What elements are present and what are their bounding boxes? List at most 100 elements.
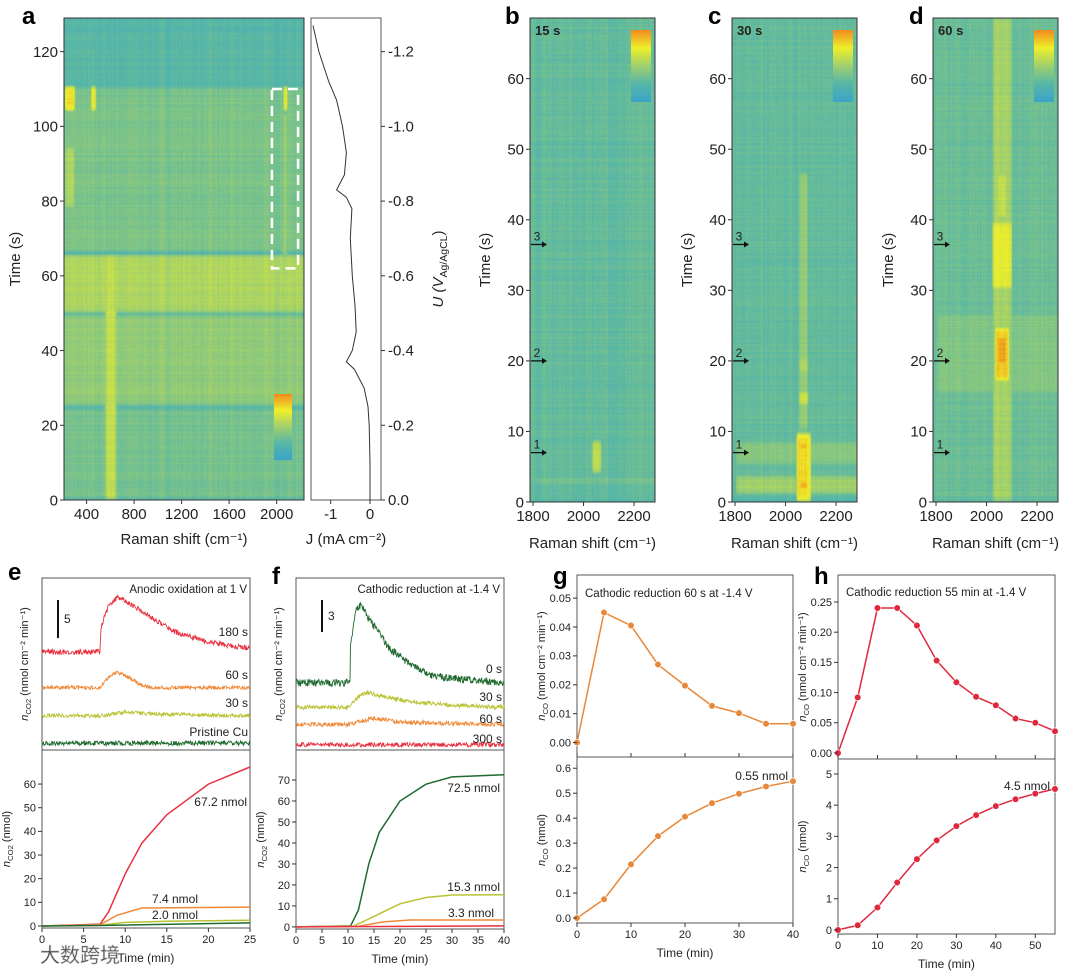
panel-letter: e — [8, 559, 21, 586]
panel-letter: c — [708, 3, 721, 30]
data-point — [708, 702, 716, 710]
arrow-head-icon — [744, 449, 749, 456]
colorbar — [1034, 30, 1054, 102]
data-point — [1051, 785, 1059, 793]
data-point — [600, 895, 608, 903]
y-tick-label: 20 — [278, 880, 290, 892]
y-axis-label: U (VAg/AgCL) — [430, 230, 450, 307]
y-axis-label: nCO (nmol cm⁻² min⁻¹) — [797, 612, 811, 721]
y-tick-label: 0.15 — [811, 657, 832, 669]
data-point — [681, 813, 689, 821]
series-line-0 — [576, 780, 794, 919]
plot-frame — [295, 749, 505, 930]
x-tick-label: 30 — [950, 940, 962, 952]
series-label: 15.3 nmol — [447, 880, 500, 894]
label-subscript: CO2 — [278, 699, 287, 715]
panel-letter: d — [909, 3, 924, 30]
y-tick-label: 60 — [41, 268, 58, 285]
x-tick-label: 25 — [420, 935, 432, 947]
arrow-head-icon — [744, 241, 749, 248]
panel-title: Cathodic reduction 60 s at -1.4 V — [585, 588, 753, 600]
x-tick-label: 10 — [342, 935, 354, 947]
y-tick-label: 30 — [910, 283, 927, 300]
label-main: U (V — [430, 276, 447, 308]
arrow-head-icon — [542, 449, 547, 456]
x-tick-label: 15 — [161, 934, 173, 946]
x-tick-label: 0 — [574, 929, 580, 941]
data-point — [627, 621, 635, 630]
y-tick-label: 0.02 — [550, 680, 571, 692]
colorbar — [631, 30, 651, 102]
data-point — [972, 811, 980, 819]
data-point — [854, 693, 862, 702]
panel-f-bottom — [295, 749, 505, 930]
label-subscript: CO2 — [6, 845, 15, 861]
panel-a-J — [310, 17, 382, 501]
x-tick-label: 800 — [122, 506, 147, 523]
series-line-0 — [576, 611, 793, 743]
label-rest: (nmol) — [797, 821, 809, 855]
y-tick-label: 40 — [41, 343, 58, 360]
x-tick-label: 0 — [835, 940, 841, 952]
x-tick-label: 20 — [679, 929, 691, 941]
y-tick-label: 0 — [284, 922, 290, 934]
panel-e-bottom — [41, 749, 251, 929]
label-subscript: CO — [541, 703, 550, 715]
y-tick-label: 10 — [278, 901, 290, 913]
series-label: 4.5 nmol — [1004, 779, 1050, 793]
series-label: 300 s — [473, 732, 502, 746]
y-tick-label: 0.20 — [811, 627, 832, 639]
label-main: n — [536, 715, 548, 721]
x-tick-label: 2000 — [970, 508, 1003, 525]
y-tick-label: 20 — [507, 353, 524, 370]
arrow-label: 3 — [534, 229, 541, 243]
label-main: n — [797, 716, 809, 722]
data-point — [789, 777, 797, 785]
label-rest: (nmol) — [255, 811, 267, 845]
data-point — [735, 709, 743, 717]
y-tick-label: 10 — [507, 424, 524, 441]
x-tick-label: 35 — [472, 935, 484, 947]
arrow-head-icon — [945, 241, 950, 248]
label-subscript: Ag/AgCL — [438, 235, 450, 277]
x-axis-label: Time (min) — [918, 957, 975, 971]
y-tick-label: -1.2 — [388, 44, 414, 61]
y-tick-label: 30 — [24, 850, 36, 862]
x-tick-label: 40 — [498, 935, 510, 947]
y-tick-label: -0.6 — [388, 268, 414, 285]
y-tick-label: 3 — [826, 831, 832, 843]
arrow-label: 1 — [937, 438, 944, 452]
data-point — [681, 682, 689, 690]
panel-title: Cathodic reduction at -1.4 V — [357, 584, 500, 596]
data-point — [627, 860, 635, 868]
y-tick-label: 0 — [50, 492, 58, 509]
y-tick-label: 0.10 — [811, 687, 832, 699]
data-point — [600, 608, 608, 617]
x-tick-label: 30 — [733, 929, 745, 941]
data-point — [893, 878, 901, 887]
x-tick-label: 2200 — [819, 508, 852, 525]
x-axis-label: Raman shift (cm⁻¹) — [731, 535, 858, 552]
y-tick-label: 50 — [507, 141, 524, 158]
label-main: n — [797, 866, 809, 872]
x-axis-label: Raman shift (cm⁻¹) — [529, 535, 656, 552]
y-axis-label: Time (s) — [7, 232, 24, 286]
y-tick-label: 40 — [709, 212, 726, 229]
series-label: Pristine Cu — [189, 725, 248, 739]
data-point — [972, 693, 980, 701]
series-label: 72.5 nmol — [447, 781, 500, 795]
data-point — [854, 921, 862, 929]
x-tick-label: 10 — [871, 940, 883, 952]
y-tick-label: 50 — [709, 141, 726, 158]
y-tick-label: 40 — [278, 838, 290, 850]
x-tick-label: 2000 — [567, 508, 600, 525]
y-tick-label: 0 — [718, 494, 726, 511]
data-point — [762, 720, 770, 728]
label-main: n — [19, 715, 31, 721]
series-line-1 — [41, 670, 251, 692]
y-tick-label: 1 — [826, 894, 832, 906]
series-label: 30 s — [225, 696, 248, 710]
x-axis-label: Raman shift (cm⁻¹) — [120, 531, 247, 548]
arrow-label: 3 — [937, 229, 944, 243]
y-tick-label: 50 — [24, 803, 36, 815]
